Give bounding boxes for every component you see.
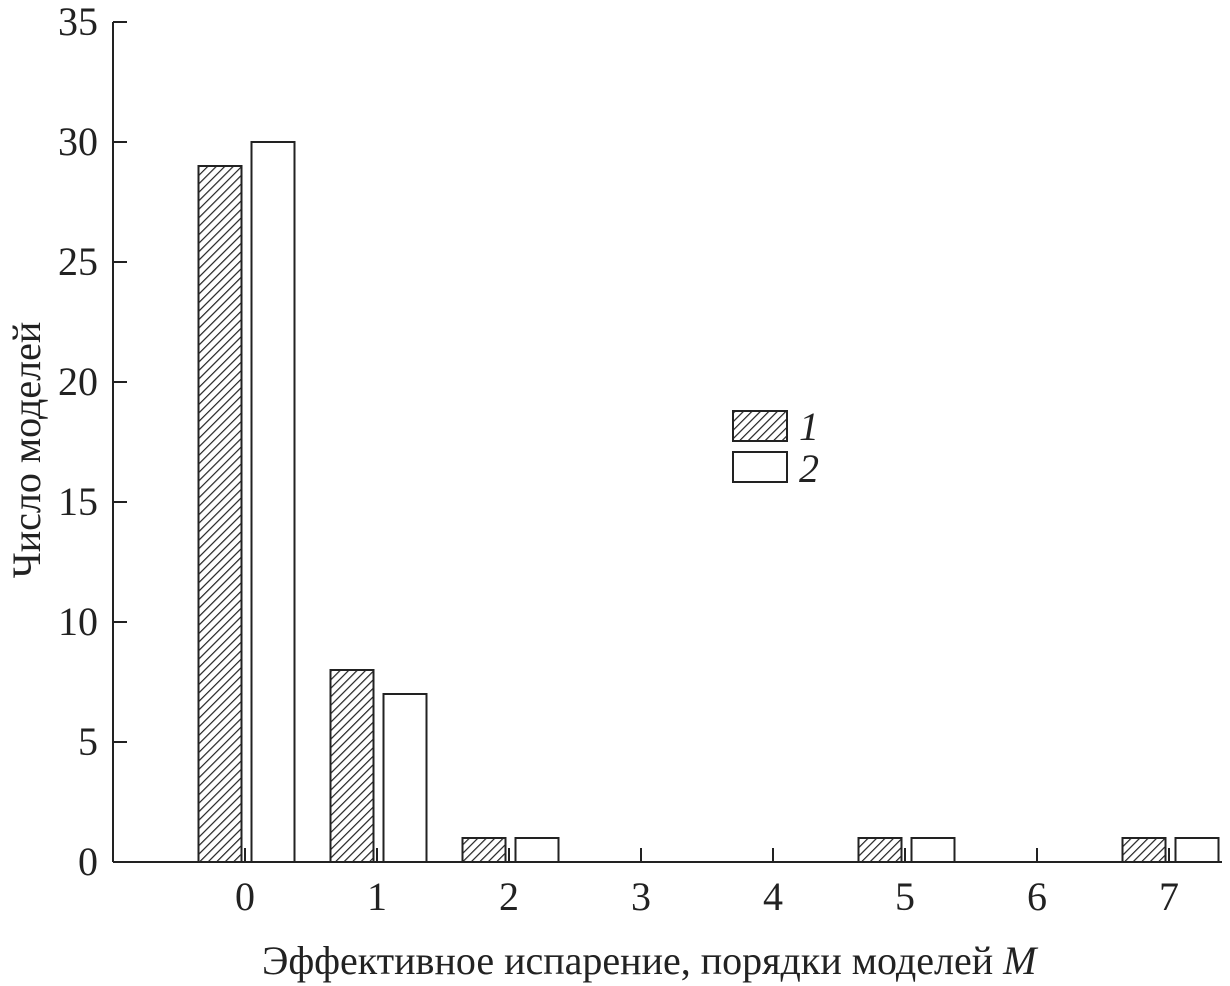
legend-swatch-1 <box>732 410 788 442</box>
x-tick-label: 6 <box>1027 874 1047 919</box>
bar-series-1-2 <box>461 837 507 863</box>
x-tick-label: 1 <box>367 874 387 919</box>
bar-series-2-2 <box>514 837 560 863</box>
bar-series-1-5 <box>857 837 903 863</box>
y-ticks: 0 5 10 15 20 25 30 35 <box>58 0 127 884</box>
x-axis-title-text: Эффективное испарение, порядки моделей <box>262 938 993 983</box>
y-tick-label: 5 <box>78 719 98 764</box>
x-tick-label: 2 <box>499 874 519 919</box>
x-axis-title: Эффективное испарение, порядки моделей M <box>262 938 1039 983</box>
legend-label-2: 2 <box>799 446 819 491</box>
bar-series-1-1 <box>329 669 375 863</box>
bars <box>197 141 1220 863</box>
bar-series-2-7 <box>1174 837 1220 863</box>
bar-series-1-0 <box>197 165 243 863</box>
bar-series-2-5 <box>910 837 956 863</box>
y-axis-title: Число моделей <box>4 322 49 579</box>
y-tick-label: 15 <box>58 479 98 524</box>
x-tick-label: 4 <box>763 874 783 919</box>
bar-series-2-0 <box>250 141 296 863</box>
y-tick-label: 35 <box>58 0 98 44</box>
y-tick-label: 25 <box>58 239 98 284</box>
legend-label-1: 1 <box>799 404 819 449</box>
x-tick-label: 0 <box>235 874 255 919</box>
bar-series-2-1 <box>382 693 428 863</box>
x-tick-label: 7 <box>1159 874 1179 919</box>
y-tick-label: 30 <box>58 119 98 164</box>
x-tick-label: 3 <box>631 874 651 919</box>
legend-swatch-2 <box>732 451 788 483</box>
x-axis-title-symbol: M <box>1002 938 1039 983</box>
bar-series-1-7 <box>1121 837 1167 863</box>
y-tick-label: 10 <box>58 599 98 644</box>
legend: 1 2 <box>732 404 819 491</box>
y-tick-label: 20 <box>58 359 98 404</box>
x-ticks: 0 1 2 3 4 5 6 7 <box>235 848 1179 919</box>
y-tick-label: 0 <box>78 839 98 884</box>
x-tick-label: 5 <box>895 874 915 919</box>
